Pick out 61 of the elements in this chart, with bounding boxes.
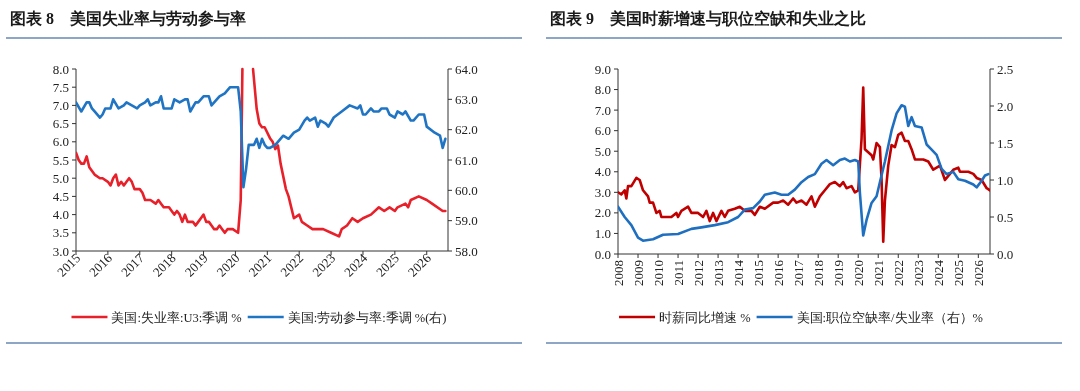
x-tick-label: 2021 <box>245 250 275 280</box>
y-tick-label: 3.0 <box>52 243 69 259</box>
x-tick-label: 2012 <box>690 260 706 286</box>
y2-tick-label: 0.5 <box>997 209 1014 225</box>
x-tick-label: 2022 <box>890 260 906 286</box>
y2-tick-label: 62.0 <box>455 122 478 138</box>
chart-title: 图表 9 美国时薪增速与职位空缺和失业之比 <box>550 9 866 27</box>
y2-tick-label: 0.0 <box>997 246 1014 262</box>
x-tick-label: 2015 <box>750 260 766 286</box>
legend-label: 美国:劳动参与率:季调 %(右) <box>287 309 447 325</box>
y-tick-label: 5.0 <box>594 143 611 159</box>
x-tick-label: 2011 <box>670 260 686 286</box>
legend-label: 美国:职位空缺率/失业率（右）% <box>796 309 983 325</box>
y-tick-label: 4.5 <box>52 188 69 204</box>
y2-tick-label: 1.0 <box>997 172 1014 188</box>
legend-label: 时薪同比增速 % <box>659 310 751 325</box>
x-tick-label: 2023 <box>910 260 926 286</box>
y-tick-label: 4.0 <box>52 207 69 223</box>
x-tick-label: 2008 <box>610 260 626 286</box>
x-tick-label: 2026 <box>970 259 986 286</box>
line-series <box>76 85 447 189</box>
chart-title: 图表 8 美国失业率与劳动参与率 <box>10 9 246 27</box>
x-tick-label: 2019 <box>830 260 846 286</box>
y-tick-label: 6.0 <box>594 123 611 139</box>
y-tick-label: 7.5 <box>52 79 69 95</box>
y-tick-label: 8.0 <box>52 61 69 77</box>
y2-tick-label: 2.0 <box>997 98 1014 114</box>
y-tick-label: 7.0 <box>52 97 69 113</box>
x-tick-label: 2021 <box>870 260 886 286</box>
y-tick-label: 3.5 <box>52 225 69 241</box>
y-tick-label: 3.0 <box>594 184 611 200</box>
x-tick-label: 2024 <box>930 259 946 286</box>
legend-label: 美国:失业率:U3:季调 % <box>111 309 242 325</box>
y2-tick-label: 1.5 <box>997 135 1014 151</box>
y2-tick-label: 58.0 <box>455 243 478 259</box>
y2-tick-label: 60.0 <box>455 182 478 198</box>
y2-tick-label: 64.0 <box>455 61 478 77</box>
y-tick-label: 7.0 <box>594 102 611 118</box>
y2-tick-label: 63.0 <box>455 91 478 107</box>
x-tick-label: 2017 <box>790 259 806 286</box>
y-tick-label: 0.0 <box>594 246 611 262</box>
y-tick-label: 5.0 <box>52 170 69 186</box>
x-tick-label: 2016 <box>770 259 786 286</box>
y-tick-label: 8.0 <box>594 82 611 98</box>
y2-tick-label: 61.0 <box>455 152 478 168</box>
x-tick-label: 2010 <box>650 260 666 286</box>
y-tick-label: 1.0 <box>594 225 611 241</box>
x-tick-label: 2025 <box>950 260 966 286</box>
x-tick-label: 2018 <box>810 260 826 286</box>
x-tick-label: 2013 <box>710 260 726 286</box>
y-tick-label: 2.0 <box>594 205 611 221</box>
y2-tick-label: 59.0 <box>455 213 478 229</box>
x-tick-label: 2009 <box>630 260 646 286</box>
y-tick-label: 6.5 <box>52 116 69 132</box>
y-tick-label: 5.5 <box>52 152 69 168</box>
x-tick-label: 2014 <box>730 259 746 286</box>
y2-tick-label: 2.5 <box>997 61 1014 77</box>
y-tick-label: 6.0 <box>52 134 69 150</box>
x-tick-label: 2020 <box>850 260 866 286</box>
y-tick-label: 4.0 <box>594 164 611 180</box>
y-tick-label: 9.0 <box>594 61 611 77</box>
